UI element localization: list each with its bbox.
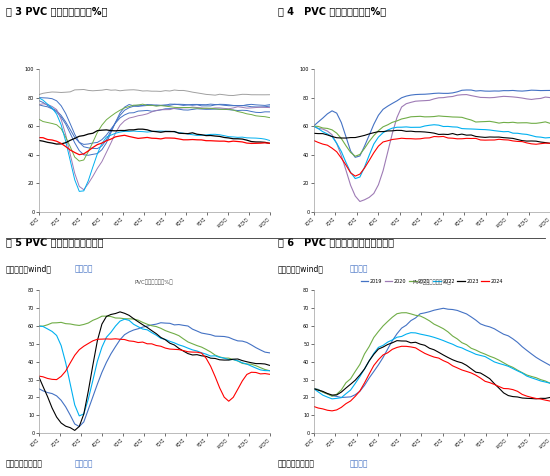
Text: 正信期货: 正信期货: [74, 264, 93, 273]
Text: 资料来源：隆众，: 资料来源：隆众，: [278, 459, 315, 468]
Text: 图 3 PVC 华南下游开工（%）: 图 3 PVC 华南下游开工（%）: [6, 7, 107, 17]
Text: 资料来源：隆众，: 资料来源：隆众，: [6, 459, 42, 468]
Legend: 2016, 2017, 2018, 2019, 2020, 2021, 2022, 2023, 2024: 2016, 2017, 2018, 2019, 2020, 2021, 2022…: [95, 300, 213, 312]
Text: PVC管材开工率（%）: PVC管材开工率（%）: [135, 279, 173, 285]
Text: 图 5 PVC 管材开工率预期走弱: 图 5 PVC 管材开工率预期走弱: [6, 238, 103, 248]
Legend: 2019, 2020, 2021, 2022, 2023, 2024: 2019, 2020, 2021, 2022, 2023, 2024: [361, 278, 503, 284]
Text: 资料来源：wind，: 资料来源：wind，: [6, 264, 52, 273]
Text: 正信期货: 正信期货: [349, 459, 368, 468]
Text: 正信期货: 正信期货: [349, 264, 368, 273]
Text: PVC型材开工率（%）: PVC型材开工率（%）: [412, 279, 451, 285]
Text: 图 6   PVC 型材开工率预期逐步走弱: 图 6 PVC 型材开工率预期逐步走弱: [278, 238, 394, 248]
Text: 图 4   PVC 华东下游开工（%）: 图 4 PVC 华东下游开工（%）: [278, 7, 386, 17]
Text: 资料来源：wind，: 资料来源：wind，: [278, 264, 324, 273]
Text: 正信期货: 正信期货: [74, 459, 93, 468]
